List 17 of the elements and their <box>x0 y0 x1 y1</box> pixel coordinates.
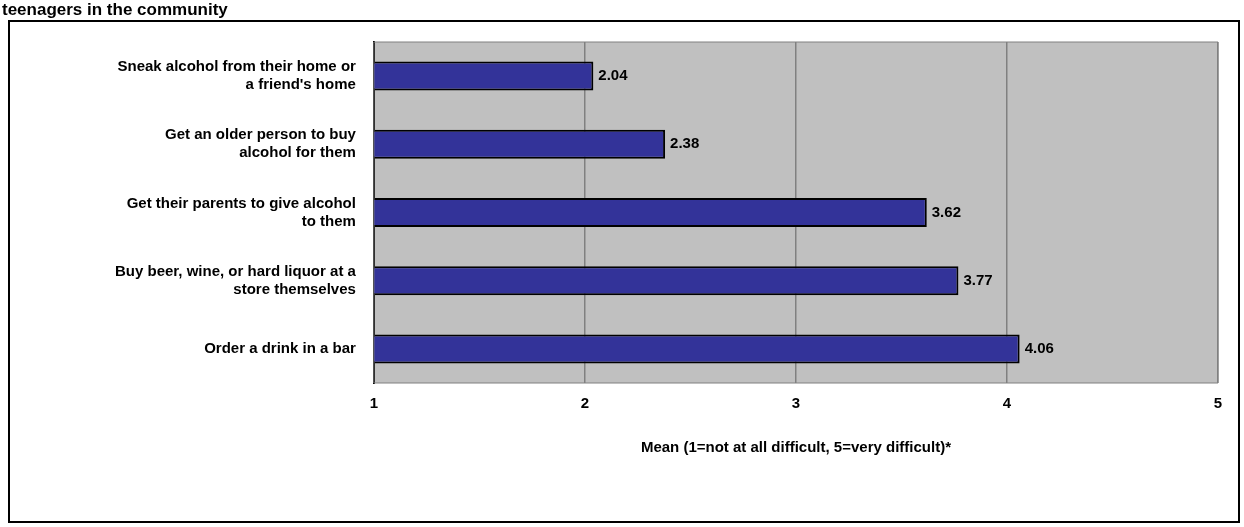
y-tick-label: Sneak alcohol from their home or a friend's home <box>117 57 357 93</box>
y-tick-label: Order a drink in a bar <box>204 339 357 357</box>
x-tick-label: 2 <box>580 394 590 412</box>
x-axis-title: Mean (1=not at all difficult, 5=very difficult)* <box>640 438 952 456</box>
y-tick-label: Buy beer, wine, or hard liquor at a store themselves <box>115 261 357 297</box>
data-label: 2.04 <box>598 66 629 84</box>
y-tick-label: Get their parents to give alcohol to them <box>126 193 356 229</box>
text: teenagers in the community <box>2 0 228 20</box>
x-tick-label: 3 <box>791 394 801 412</box>
data-label: 4.06 <box>1024 339 1054 357</box>
x-tick-label: 1 <box>369 394 379 412</box>
data-label: 3.62 <box>931 202 961 220</box>
y-tick-label: Get an older person to buy alcohol for them <box>165 125 357 161</box>
data-label: 3.77 <box>963 270 993 288</box>
x-tick-label: 5 <box>1213 394 1223 412</box>
x-tick-label: 4 <box>1002 394 1012 412</box>
data-label: 2.38 <box>670 134 700 152</box>
